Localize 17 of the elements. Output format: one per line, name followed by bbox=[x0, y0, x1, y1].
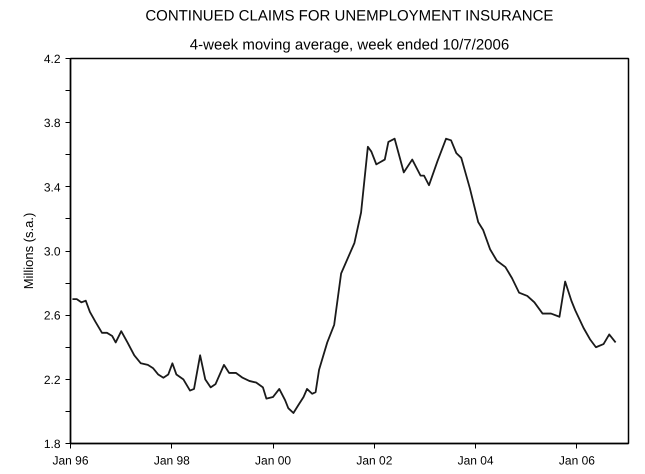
x-tick-label: Jan 02 bbox=[356, 454, 393, 468]
chart-title: CONTINUED CLAIMS FOR UNEMPLOYMENT INSURANCE bbox=[145, 8, 554, 24]
y-axis-title: Millions (s.a.) bbox=[20, 212, 36, 290]
y-tick-label: 3.8 bbox=[44, 116, 61, 130]
y-tick-label: 1.8 bbox=[44, 437, 61, 451]
y-tick-label: 2.6 bbox=[44, 308, 61, 323]
x-tick-label: Jan 00 bbox=[255, 454, 292, 468]
x-tick-label: Jan 06 bbox=[558, 454, 596, 468]
x-tick-label: Jan 04 bbox=[458, 454, 494, 468]
line-series bbox=[72, 138, 617, 414]
chart-subtitle: 4-week moving average, week ended 10/7/2006 bbox=[190, 36, 510, 54]
x-tick-label: Jan 96 bbox=[52, 454, 89, 468]
y-tick-label: 3.0 bbox=[44, 244, 61, 258]
y-tick-label: 3.4 bbox=[44, 180, 61, 194]
x-tick-label: Jan 98 bbox=[154, 454, 190, 468]
y-tick-label: 4.2 bbox=[44, 52, 61, 66]
y-tick-label: 2.2 bbox=[44, 372, 61, 387]
